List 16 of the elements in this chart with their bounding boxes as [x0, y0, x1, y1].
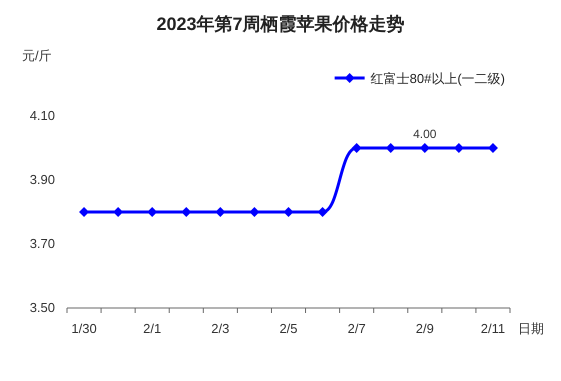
x-tick-label: 2/11	[480, 321, 506, 336]
x-tick-label: 1/30	[71, 321, 97, 336]
legend-label: 红富士80#以上(一二级)	[370, 71, 505, 86]
y-axis-title: 元/斤	[22, 48, 52, 63]
y-tick-label: 3.50	[30, 300, 55, 315]
x-tick-label: 2/9	[416, 321, 434, 336]
x-axis-title: 日期	[518, 321, 544, 336]
chart-title: 2023年第7周栖霞苹果价格走势	[156, 14, 405, 34]
y-tick-label: 3.90	[30, 172, 55, 187]
y-tick-label: 4.10	[30, 108, 55, 123]
data-label: 4.00	[413, 127, 437, 141]
x-tick-label: 2/5	[279, 321, 298, 336]
x-tick-label: 2/1	[143, 321, 162, 336]
y-tick-label: 3.70	[30, 236, 55, 251]
x-tick-label: 2/7	[348, 321, 366, 336]
x-tick-label: 2/3	[211, 321, 230, 336]
